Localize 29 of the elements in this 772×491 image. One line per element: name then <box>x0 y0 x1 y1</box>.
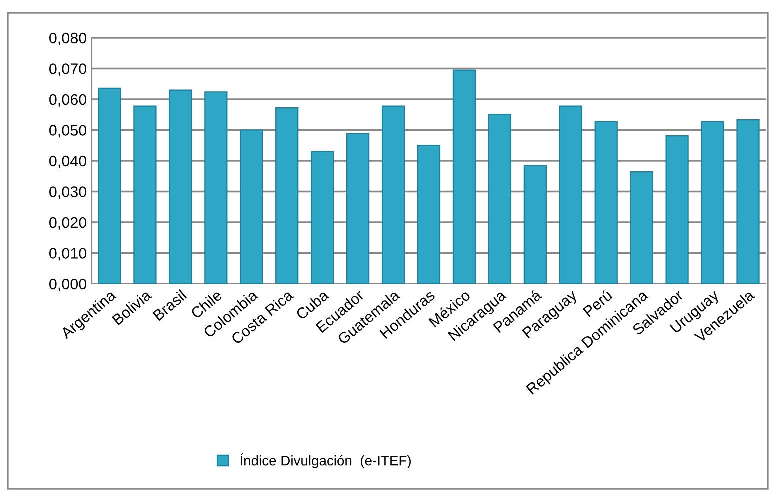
bar <box>417 145 441 284</box>
bar <box>452 70 476 284</box>
y-tick-label: 0,070 <box>50 64 87 76</box>
y-tick-label: 0,000 <box>50 278 87 292</box>
y-tick-label: 0,020 <box>50 217 87 230</box>
bar <box>630 172 654 284</box>
bar <box>382 106 406 284</box>
bar <box>524 165 547 284</box>
y-tick-label: 0,030 <box>50 186 87 200</box>
y-tick-label: 0,010 <box>50 248 87 261</box>
bar <box>98 88 122 284</box>
y-tick-label: 0,040 <box>50 156 87 168</box>
bar <box>701 121 724 284</box>
bar <box>134 106 157 284</box>
y-tick-label: 0,060 <box>50 94 87 107</box>
bar <box>594 121 618 284</box>
bar <box>240 130 264 284</box>
bar <box>276 108 299 284</box>
bar <box>488 114 512 284</box>
bar <box>559 106 582 284</box>
bar <box>311 151 334 284</box>
legend-label: Índice Divulgación (e-ITEF) <box>240 454 411 468</box>
y-tick-label: 0,050 <box>50 125 87 138</box>
bar <box>736 120 760 284</box>
y-tick-label: 0,080 <box>50 32 87 46</box>
bar <box>204 92 228 284</box>
bar <box>169 90 192 284</box>
bar <box>666 136 689 284</box>
bar <box>346 133 370 284</box>
